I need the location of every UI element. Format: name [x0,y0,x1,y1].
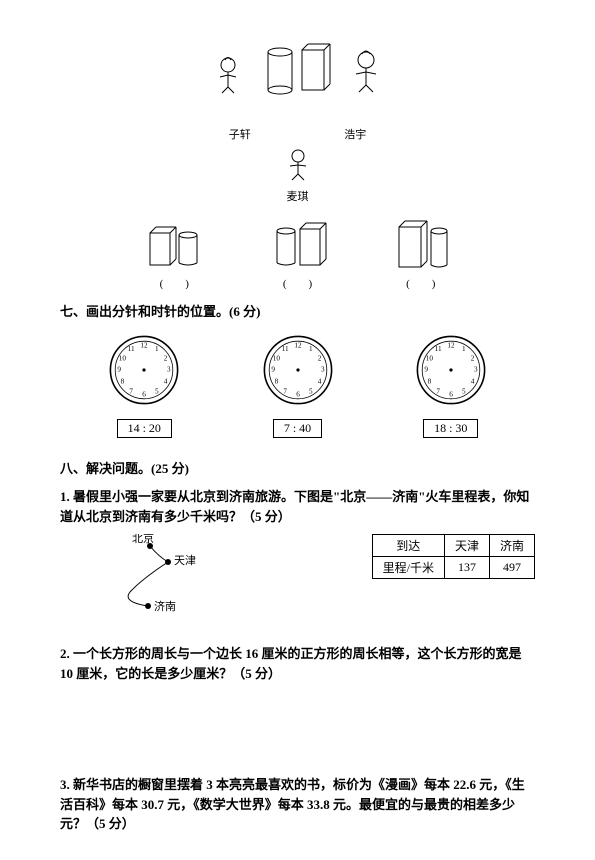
clock-time-3: 18 : 30 [423,419,478,438]
svg-text:12: 12 [294,342,302,350]
svg-text:4: 4 [164,378,168,386]
svg-text:7: 7 [436,387,440,395]
section8-heading: 八、解决问题。(25 分) [60,458,535,477]
svg-text:2: 2 [471,354,475,362]
svg-text:6: 6 [296,390,300,398]
clock-time-1: 14 : 20 [117,419,172,438]
q2-text: 2. 一个长方形的周长与一个边长 16 厘米的正方形的周长相等，这个长方形的宽是… [60,644,535,683]
map-beijing: 北京 [132,534,154,545]
blank-1: ( ) [114,275,234,291]
svg-text:5: 5 [462,387,466,395]
val-jinan: 497 [489,557,534,579]
svg-text:10: 10 [119,354,127,362]
svg-text:12: 12 [447,342,455,350]
clock-2: 1212 345 678 91011 [258,330,338,410]
svg-text:5: 5 [309,387,313,395]
svg-text:3: 3 [474,366,478,374]
svg-text:9: 9 [118,366,122,374]
name-haoyu: 浩宇 [320,126,390,142]
svg-text:8: 8 [427,378,431,386]
blank-2: ( ) [238,275,358,291]
svg-text:1: 1 [462,345,466,353]
svg-text:3: 3 [321,366,325,374]
th-dest: 到达 [372,535,444,557]
svg-text:6: 6 [449,390,453,398]
svg-text:6: 6 [142,390,146,398]
svg-text:2: 2 [164,354,168,362]
svg-text:12: 12 [141,342,149,350]
th-tianjin: 天津 [444,535,489,557]
name-maiqi: 麦琪 [60,188,535,204]
distance-table: 到达 天津 济南 里程/千米 137 497 [372,534,535,579]
th-jinan: 济南 [489,535,534,557]
svg-text:1: 1 [309,345,313,353]
clock-3: 12 12 3 45 6 78 9 1011 [411,330,491,410]
svg-text:1: 1 [155,345,159,353]
svg-text:8: 8 [274,378,278,386]
row-label: 里程/千米 [372,557,444,579]
svg-text:10: 10 [272,354,280,362]
svg-text:4: 4 [471,378,475,386]
map-jinan: 济南 [154,599,176,613]
svg-text:4: 4 [317,378,321,386]
svg-text:9: 9 [424,366,428,374]
section7-heading: 七、画出分针和时针的位置。(6 分) [60,301,535,320]
svg-text:2: 2 [317,354,321,362]
clock-1: 1212 345 678 91011 [104,330,184,410]
svg-text:5: 5 [155,387,159,395]
blank-3: ( ) [361,275,481,291]
map-diagram: 北京 天津 济南 [60,534,240,624]
q3-text: 3. 新华书店的橱窗里摆着 3 本亮亮最喜欢的书，标价为《漫画》每本 22.6 … [60,775,535,834]
svg-text:11: 11 [128,345,135,353]
svg-text:11: 11 [434,345,441,353]
svg-text:8: 8 [121,378,125,386]
clock-time-2: 7 : 40 [273,419,322,438]
svg-text:11: 11 [281,345,288,353]
svg-text:3: 3 [167,366,171,374]
map-tianjin: 天津 [174,554,196,567]
val-tianjin: 137 [444,557,489,579]
name-zixuan: 子轩 [205,126,275,142]
svg-text:10: 10 [426,354,434,362]
svg-text:7: 7 [130,387,134,395]
q1-text: 1. 暑假里小强一家要从北京到济南旅游。下图是"北京——济南"火车里程表，你知道… [60,487,535,526]
svg-text:7: 7 [283,387,287,395]
svg-text:9: 9 [271,366,275,374]
